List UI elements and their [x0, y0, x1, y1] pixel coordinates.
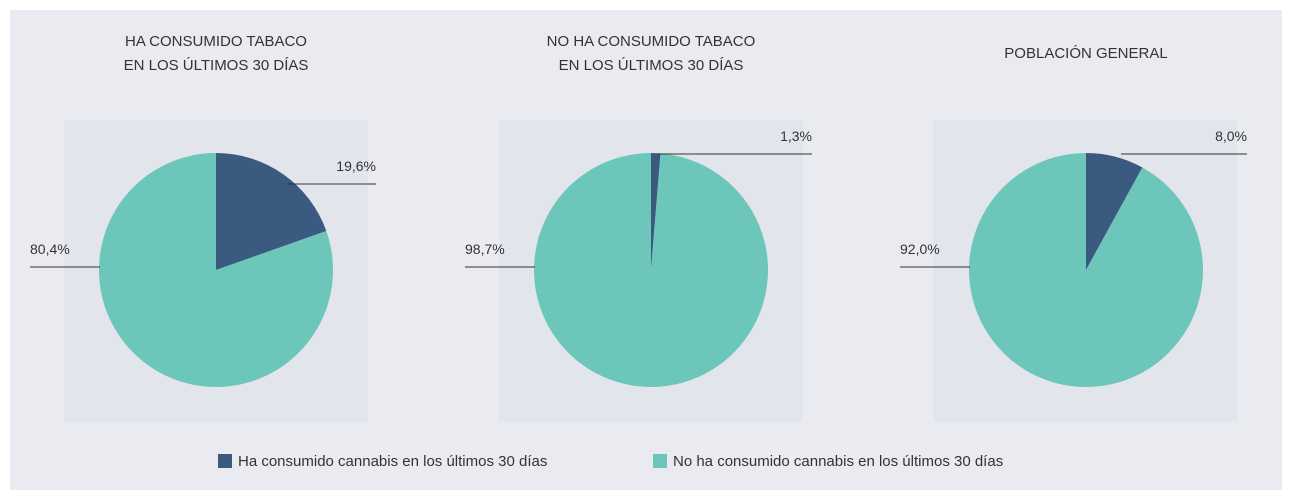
pie-slice-not-consumed	[969, 153, 1204, 387]
legend-swatch	[653, 454, 667, 468]
data-label: 8,0%	[1215, 128, 1247, 144]
legend-label: No ha consumido cannabis en los últimos …	[673, 453, 1003, 470]
pie-slice-consumed	[1086, 153, 1143, 270]
pie-charts-figure: HA CONSUMIDO TABACO EN LOS ÚLTIMOS 30 DÍA…	[10, 10, 1282, 490]
pie-title: POBLACIÓN GENERAL	[1004, 45, 1167, 62]
data-label: 92,0%	[900, 241, 940, 257]
data-label: 98,7%	[465, 241, 505, 257]
pie-slice-consumed	[216, 153, 327, 270]
legend-label: Ha consumido cannabis en los últimos 30 …	[238, 453, 547, 470]
pie-slice-not-consumed	[99, 153, 333, 387]
pie-title: HA CONSUMIDO TABACO	[125, 33, 307, 50]
pie-title: NO HA CONSUMIDO TABACO	[547, 33, 756, 50]
legend-swatch	[218, 454, 232, 468]
pie-slice-not-consumed	[534, 153, 768, 387]
data-label: 1,3%	[780, 128, 812, 144]
data-label: 80,4%	[30, 241, 70, 257]
pie-title: EN LOS ÚLTIMOS 30 DÍAS	[124, 57, 309, 74]
pie-title: EN LOS ÚLTIMOS 30 DÍAS	[559, 57, 744, 74]
chart-area: HA CONSUMIDO TABACO EN LOS ÚLTIMOS 30 DÍA…	[10, 10, 1282, 490]
data-label: 19,6%	[336, 158, 376, 174]
pie-slice-consumed	[651, 153, 661, 270]
